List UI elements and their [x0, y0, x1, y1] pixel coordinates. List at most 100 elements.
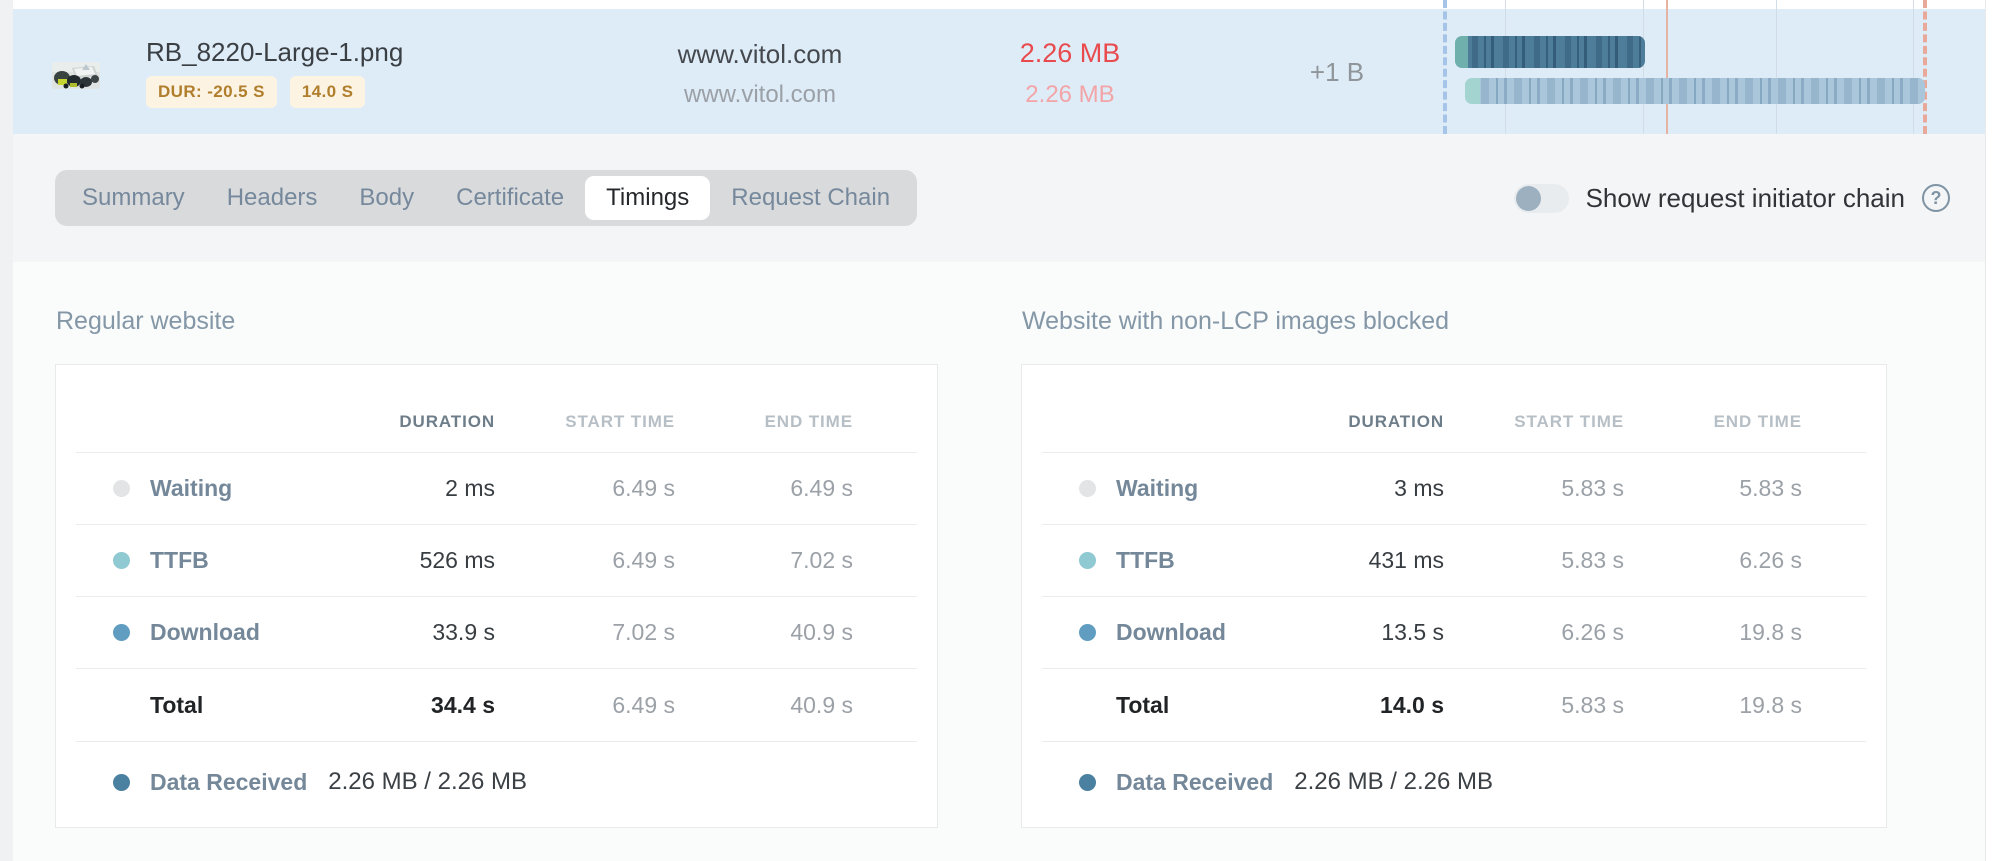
column-duration: DURATION — [1348, 412, 1444, 431]
waterfall-bar-blocked-run[interactable] — [1455, 36, 1645, 68]
row-duration: 2 ms — [445, 475, 495, 501]
request-domain: www.vitol.com www.vitol.com — [510, 9, 1010, 134]
waterfall-gridline — [1913, 0, 1914, 134]
blocked-website-section: Website with non-LCP images blocked DURA… — [1021, 262, 1887, 828]
row-label: Waiting — [1116, 475, 1199, 501]
download-dot-icon — [113, 624, 130, 641]
size-primary: 2.26 MB — [1019, 38, 1121, 68]
row-duration: 526 ms — [419, 547, 495, 573]
table-row-waiting: Waiting 3 ms 5.83 s 5.83 s — [1042, 452, 1866, 524]
column-start-time: START TIME — [565, 412, 675, 431]
tab-headers[interactable]: Headers — [226, 184, 318, 211]
waterfall-gridline — [1643, 0, 1644, 134]
panel-title-blocked: Website with non-LCP images blocked — [1022, 307, 1450, 335]
table-row-download: Download 33.9 s 7.02 s 40.9 s — [76, 596, 917, 668]
table-row-ttfb: TTFB 526 ms 6.49 s 7.02 s — [76, 524, 917, 596]
row-duration: 13.5 s — [1381, 619, 1444, 645]
row-start: 6.26 s — [1561, 619, 1624, 645]
toggle-knob — [1515, 185, 1541, 211]
table-row-waiting: Waiting 2 ms 6.49 s 6.49 s — [76, 452, 917, 524]
request-row[interactable]: RB_8220-Large-1.png DUR: -20.5 S 14.0 S … — [13, 9, 1985, 134]
timings-table-regular: DURATION START TIME END TIME Waiting 2 m… — [55, 364, 938, 828]
waterfall-end-marker — [1923, 0, 1927, 134]
ttfb-dot-icon — [113, 552, 130, 569]
tab-summary[interactable]: Summary — [82, 184, 185, 211]
tab-timings[interactable]: Timings — [585, 176, 711, 220]
row-end: 6.26 s — [1739, 547, 1802, 573]
row-end: 40.9 s — [790, 619, 853, 645]
row-end: 7.02 s — [790, 547, 853, 573]
data-received-dot-icon — [113, 773, 130, 791]
question-mark-icon[interactable]: ? — [1922, 184, 1950, 212]
table-row-download: Download 13.5 s 6.26 s 19.8 s — [1042, 596, 1866, 668]
waterfall-event-marker — [1666, 0, 1668, 134]
row-label: Waiting — [150, 475, 233, 501]
column-duration: DURATION — [399, 412, 495, 431]
table-row-data-received: Data Received 2.26 MB / 2.26 MB — [76, 741, 917, 822]
column-end-time: END TIME — [764, 412, 853, 431]
size-secondary: 2.26 MB — [1025, 81, 1115, 108]
row-start: 5.83 s — [1561, 691, 1624, 718]
right-gutter — [1985, 0, 1999, 861]
table-row-ttfb: TTFB 431 ms 5.83 s 6.26 s — [1042, 524, 1866, 596]
row-duration: 33.9 s — [432, 619, 495, 645]
row-label: TTFB — [150, 547, 209, 573]
duration-badge: 14.0 S — [289, 76, 366, 108]
row-duration: 14.0 s — [1380, 691, 1444, 718]
data-received-value: 2.26 MB / 2.26 MB — [328, 768, 528, 795]
row-label: Data Received — [150, 768, 308, 795]
table-row-data-received: Data Received 2.26 MB / 2.26 MB — [1042, 741, 1866, 822]
row-end: 6.49 s — [790, 475, 853, 501]
initiator-chain-label: Show request initiator chain — [1585, 182, 1905, 213]
row-end: 19.8 s — [1739, 691, 1802, 718]
tab-body[interactable]: Body — [359, 184, 415, 211]
domain-secondary: www.vitol.com — [683, 81, 837, 108]
table-header-row: DURATION START TIME END TIME — [76, 365, 917, 452]
row-end: 40.9 s — [790, 691, 853, 718]
duration-diff-badge: DUR: -20.5 S — [146, 76, 277, 108]
table-header-row: DURATION START TIME END TIME — [1042, 365, 1866, 452]
request-file-name: RB_8220-Large-1.png — [146, 37, 404, 67]
waterfall-bar-regular-run[interactable] — [1465, 78, 1925, 104]
tab-request-chain[interactable]: Request Chain — [731, 184, 891, 211]
row-duration: 3 ms — [1394, 475, 1444, 501]
detail-toolbar: Summary Headers Body Certificate Timings… — [13, 134, 1985, 262]
table-row-total: Total 34.4 s 6.49 s 40.9 s — [76, 668, 917, 741]
row-duration: 34.4 s — [431, 691, 495, 718]
row-end: 5.83 s — [1739, 475, 1802, 501]
timings-content: Regular website DURATION START TIME END … — [13, 262, 1985, 861]
request-size: 2.26 MB 2.26 MB — [960, 9, 1180, 134]
initiator-chain-control: Show request initiator chain ? — [1513, 170, 1950, 226]
initiator-chain-toggle[interactable] — [1513, 183, 1569, 213]
waiting-dot-icon — [1079, 480, 1096, 497]
panel-title-regular: Regular website — [56, 307, 236, 335]
data-received-value: 2.26 MB / 2.26 MB — [1294, 768, 1494, 795]
data-received-dot-icon — [1079, 773, 1096, 791]
row-start: 6.49 s — [612, 475, 675, 501]
download-dot-icon — [1079, 624, 1096, 641]
row-start: 6.49 s — [612, 547, 675, 573]
table-row-total: Total 14.0 s 5.83 s 19.8 s — [1042, 668, 1866, 741]
waterfall-start-marker — [1443, 0, 1447, 134]
row-label: TTFB — [1116, 547, 1175, 573]
row-start: 5.83 s — [1561, 547, 1624, 573]
domain-primary: www.vitol.com — [677, 39, 843, 69]
row-duration: 431 ms — [1368, 547, 1444, 573]
column-end-time: END TIME — [1713, 412, 1802, 431]
ttfb-dot-icon — [1079, 552, 1096, 569]
row-start: 7.02 s — [612, 619, 675, 645]
row-start: 6.49 s — [612, 691, 675, 718]
request-badges: DUR: -20.5 S 14.0 S — [146, 76, 366, 108]
row-label: Download — [150, 619, 260, 645]
size-delta: +1 B — [1309, 57, 1365, 87]
detail-tabs: Summary Headers Body Certificate Timings… — [55, 170, 918, 226]
regular-website-section: Regular website DURATION START TIME END … — [55, 262, 938, 828]
left-gutter — [0, 0, 13, 861]
timings-table-blocked: DURATION START TIME END TIME Waiting 3 m… — [1021, 364, 1887, 828]
waterfall-gridline — [1776, 0, 1777, 134]
request-thumbnail — [52, 62, 100, 89]
row-label: Download — [1116, 619, 1226, 645]
tab-certificate[interactable]: Certificate — [456, 184, 565, 211]
row-end: 19.8 s — [1739, 619, 1802, 645]
row-label: Data Received — [1116, 768, 1274, 795]
